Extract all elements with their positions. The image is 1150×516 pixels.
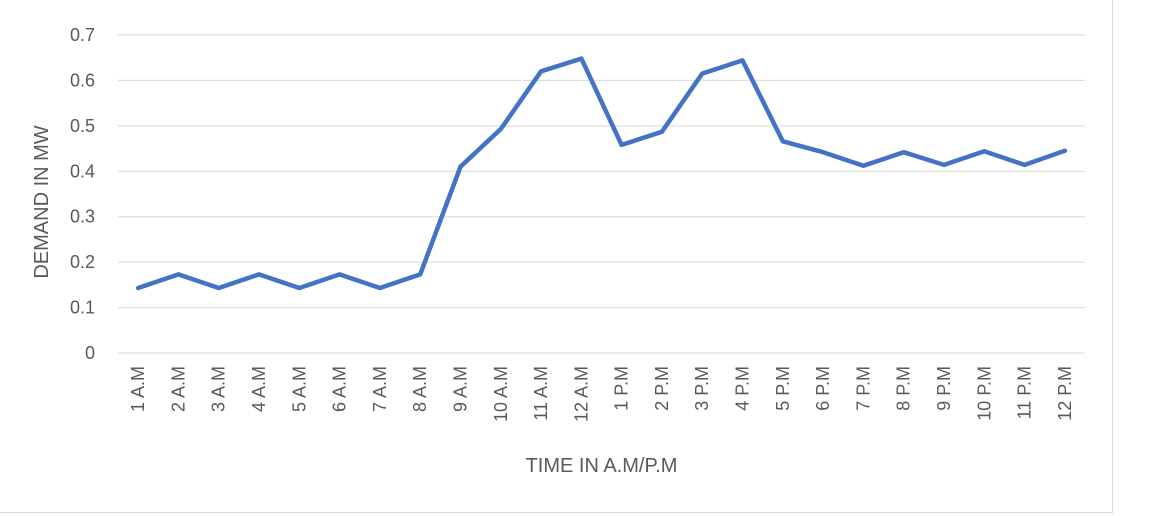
y-tick-label: 0 xyxy=(85,343,95,363)
x-tick-label: 2 P.M xyxy=(652,366,672,411)
x-tick-label: 8 A.M xyxy=(410,366,430,412)
x-tick-label: 5 P.M xyxy=(773,366,793,411)
x-tick-label: 5 A.M xyxy=(289,366,309,412)
demand-line-chart: 0 0.1 0.2 0.3 0.4 0.5 0.6 0.7 1 A.M 2 A.M 3 A.M 4 … xyxy=(31,25,1085,477)
x-tick-label: 3 A.M xyxy=(209,366,229,412)
x-tick-label: 3 P.M xyxy=(692,366,712,411)
x-tick-label: 11 P.M xyxy=(1015,366,1035,419)
x-tick-label: 2 A.M xyxy=(168,366,188,412)
series-line-demand xyxy=(135,56,1068,291)
x-tick-label: 6 A.M xyxy=(330,366,350,412)
x-tick-label: 9 A.M xyxy=(450,366,470,412)
x-tick-label: 9 P.M xyxy=(934,366,954,411)
gridlines xyxy=(118,34,1085,309)
x-tick-label: 12 A.M xyxy=(571,366,591,422)
x-tick-label: 10 A.M xyxy=(491,366,511,422)
x-axis-tick-labels: 1 A.M 2 A.M 3 A.M 4 A.M 5 A.M 6 A.M 7 A.M 8 A.M… xyxy=(128,366,1075,422)
y-tick-label: 0.5 xyxy=(70,116,95,136)
y-tick-label: 0.2 xyxy=(70,252,95,272)
x-tick-label: 12 P.M xyxy=(1055,366,1075,421)
x-tick-label: 7 A.M xyxy=(370,366,390,412)
y-axis-tick-labels: 0 0.1 0.2 0.3 0.4 0.5 0.6 0.7 xyxy=(70,25,95,363)
x-tick-label: 11 A.M xyxy=(531,366,551,421)
y-tick-label: 0.6 xyxy=(70,70,95,90)
chart-frame: 0 0.1 0.2 0.3 0.4 0.5 0.6 0.7 1 A.M 2 A.M 3 A.M 4 … xyxy=(0,0,1113,513)
x-tick-label: 1 A.M xyxy=(128,366,148,412)
x-tick-label: 1 P.M xyxy=(612,366,632,411)
y-tick-label: 0.7 xyxy=(70,25,95,45)
x-tick-label: 4 A.M xyxy=(249,366,269,412)
x-tick-label: 8 P.M xyxy=(894,366,914,411)
y-axis-title: DEMAND IN MW xyxy=(31,125,53,278)
y-tick-label: 0.3 xyxy=(70,207,95,227)
series-layer xyxy=(135,56,1068,291)
y-tick-label: 0.4 xyxy=(70,161,95,181)
y-tick-label: 0.1 xyxy=(70,298,95,318)
x-tick-label: 7 P.M xyxy=(853,366,873,411)
x-tick-label: 4 P.M xyxy=(733,366,753,411)
x-tick-label: 6 P.M xyxy=(813,366,833,411)
x-axis-title: TIME IN A.M/P.M xyxy=(526,455,678,477)
x-tick-label: 10 P.M xyxy=(974,366,994,421)
